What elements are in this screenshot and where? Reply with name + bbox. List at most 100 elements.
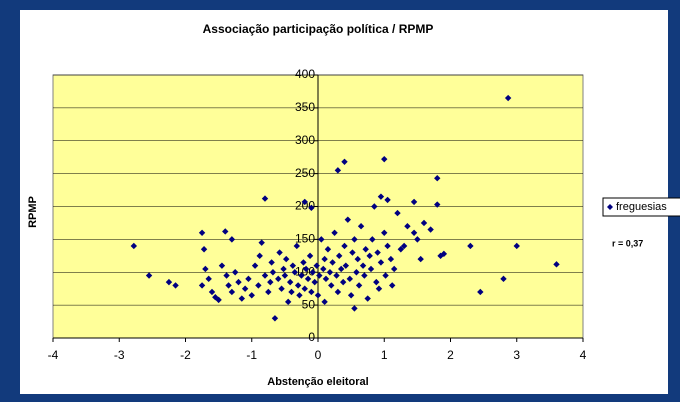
- data-point: [351, 236, 358, 243]
- data-point: [434, 201, 441, 208]
- data-point: [373, 278, 380, 286]
- data-point: [286, 278, 294, 286]
- data-point: [394, 209, 401, 217]
- y-tick-label: 350: [295, 100, 315, 114]
- data-point: [269, 269, 277, 276]
- data-point: [354, 255, 361, 263]
- data-point: [382, 272, 389, 279]
- data-point: [275, 275, 282, 283]
- data-point: [344, 216, 352, 223]
- x-tick-label: 0: [315, 348, 322, 362]
- data-point: [313, 262, 320, 269]
- data-point: [346, 275, 353, 283]
- data-point: [212, 294, 219, 301]
- data-point: [268, 259, 275, 266]
- y-tick-label: 50: [302, 297, 316, 311]
- data-point: [215, 296, 222, 304]
- data-point: [322, 275, 330, 283]
- data-point: [205, 275, 212, 283]
- data-point: [397, 246, 405, 253]
- data-point: [513, 242, 520, 250]
- y-tick-label: 400: [295, 67, 315, 81]
- data-point: [309, 269, 316, 276]
- data-point: [342, 262, 350, 269]
- data-point: [420, 219, 428, 227]
- annotation: r = 0,37: [612, 238, 643, 248]
- data-point: [339, 278, 347, 286]
- data-point: [276, 249, 283, 256]
- y-tick-label: 300: [295, 133, 315, 147]
- data-point: [248, 292, 255, 299]
- x-tick-label: -1: [246, 348, 257, 362]
- data-point: [172, 282, 179, 289]
- data-point: [302, 265, 310, 273]
- data-point: [294, 282, 302, 289]
- x-axis-label: Abstenção eleitoral: [267, 376, 368, 388]
- data-point: [334, 288, 342, 296]
- data-point: [377, 193, 385, 200]
- data-point: [301, 285, 308, 292]
- data-point: [362, 246, 369, 253]
- data-point: [355, 282, 363, 289]
- data-point: [222, 228, 229, 235]
- data-point: [198, 229, 206, 236]
- data-point: [366, 252, 373, 260]
- data-point: [314, 292, 322, 299]
- y-axis-label: RPMP: [27, 196, 39, 228]
- data-point: [351, 305, 358, 312]
- data-point: [334, 167, 342, 174]
- data-point: [381, 155, 388, 163]
- data-point: [404, 223, 411, 230]
- data-point: [381, 229, 388, 236]
- data-point: [202, 265, 209, 273]
- data-point: [477, 288, 484, 296]
- data-point: [320, 265, 327, 273]
- data-point: [321, 255, 328, 263]
- data-point: [301, 198, 308, 206]
- data-point: [238, 295, 246, 302]
- data-point: [410, 198, 418, 206]
- data-point: [306, 252, 314, 260]
- data-point: [434, 175, 441, 182]
- data-point: [341, 158, 348, 165]
- data-point: [291, 269, 299, 276]
- data-point: [359, 262, 367, 269]
- data-point: [145, 272, 153, 279]
- data-point: [367, 265, 375, 273]
- y-tick-label: 0: [308, 330, 315, 344]
- data-point: [364, 295, 371, 302]
- data-point: [440, 250, 448, 258]
- data-point: [265, 288, 272, 296]
- data-point: [208, 288, 216, 296]
- data-point: [251, 262, 259, 269]
- data-point: [357, 223, 365, 230]
- data-point: [377, 259, 385, 266]
- data-point: [198, 282, 206, 289]
- data-point: [261, 195, 269, 202]
- legend-label: freguesias: [616, 201, 667, 213]
- data-point: [318, 236, 325, 243]
- data-point: [328, 282, 335, 289]
- data-point: [331, 229, 338, 236]
- x-tick-label: -4: [48, 348, 59, 362]
- data-point: [321, 298, 328, 306]
- data-point: [241, 285, 249, 292]
- data-point: [389, 282, 396, 289]
- data-point: [231, 269, 239, 276]
- data-point: [289, 262, 297, 269]
- data-point: [261, 272, 269, 279]
- data-point: [228, 236, 236, 243]
- data-point: [271, 315, 279, 322]
- data-point: [311, 278, 318, 286]
- data-point: [400, 242, 408, 250]
- chart-title: Associação participação política / RPMP: [203, 22, 434, 36]
- data-point: [324, 246, 332, 253]
- data-point: [256, 252, 263, 260]
- data-point: [284, 298, 292, 306]
- data-point: [374, 249, 381, 256]
- data-point: [267, 278, 274, 286]
- data-point: [341, 242, 348, 250]
- x-tick-label: -3: [114, 348, 125, 362]
- data-point: [293, 242, 300, 250]
